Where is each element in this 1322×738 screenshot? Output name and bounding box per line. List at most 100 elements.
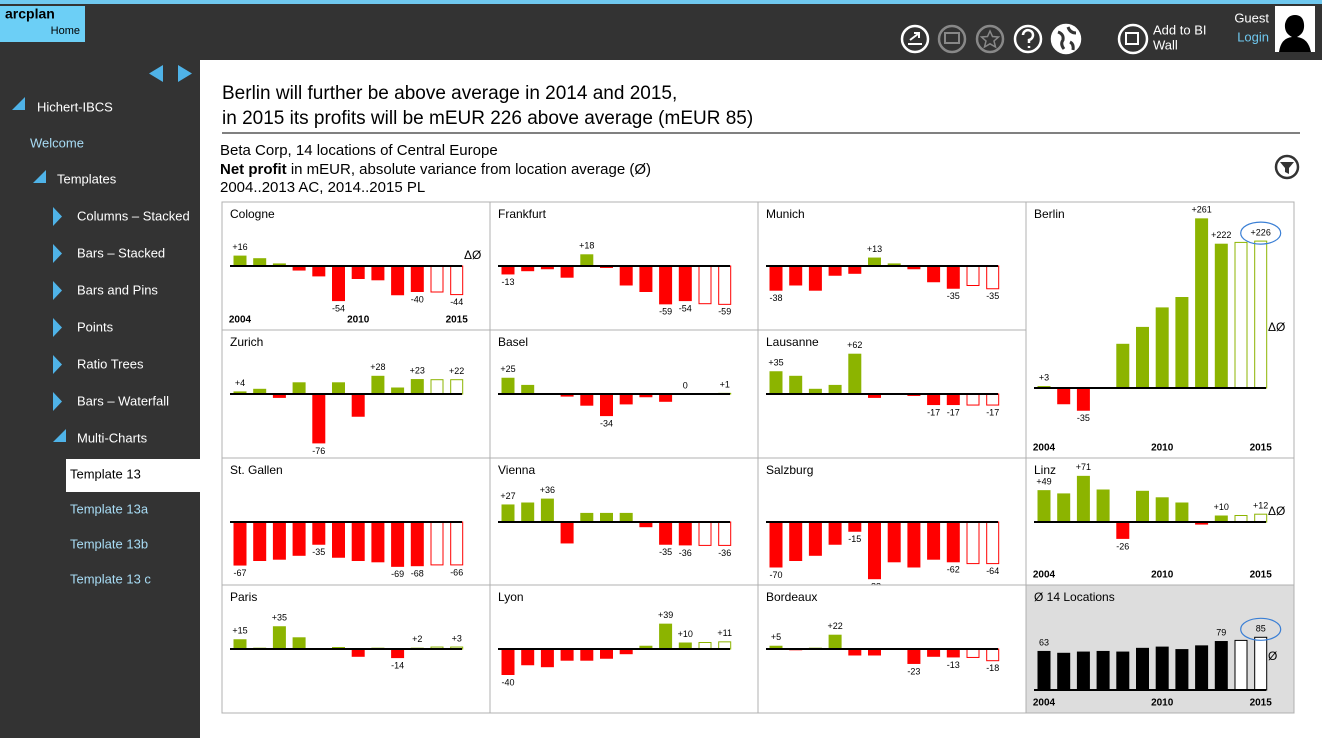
value-label: -62 <box>947 565 960 575</box>
bar <box>351 394 365 417</box>
bar <box>1037 490 1051 522</box>
bar <box>233 639 247 649</box>
nav-item[interactable]: Welcome <box>30 135 84 150</box>
value-label: +22 <box>827 621 842 631</box>
bar <box>1076 388 1090 411</box>
filter-icon[interactable] <box>1274 154 1300 180</box>
bar <box>986 648 1000 662</box>
bar <box>848 522 862 532</box>
nav-item[interactable]: Templates <box>57 171 117 186</box>
bar <box>351 522 365 561</box>
logo-box[interactable] <box>0 6 85 42</box>
value-label: +27 <box>500 491 515 501</box>
tree-toggle[interactable] <box>53 207 62 226</box>
bar <box>927 266 941 283</box>
tree-toggle[interactable] <box>53 392 62 411</box>
highlight <box>1240 221 1282 245</box>
bar <box>253 258 267 266</box>
value-label: -35 <box>1077 413 1090 423</box>
value-label: -59 <box>659 307 672 317</box>
bar <box>332 266 345 302</box>
bar <box>769 266 783 291</box>
expand-arrow[interactable] <box>178 65 192 82</box>
value-label: -54 <box>679 303 692 313</box>
collapse-arrow[interactable] <box>149 65 163 82</box>
nav-item[interactable]: Columns – Stacked <box>77 208 190 223</box>
help-icon[interactable] <box>1013 24 1043 54</box>
bar <box>946 266 960 289</box>
wall-glyph <box>1125 32 1139 45</box>
tree-toggle[interactable] <box>53 318 62 337</box>
value-label: +11 <box>717 628 732 638</box>
bar <box>501 649 515 675</box>
favorite-icon[interactable] <box>975 24 1005 54</box>
x-tick-label: 2004 <box>1033 698 1056 709</box>
tree-toggle[interactable] <box>53 429 66 442</box>
bar <box>312 266 326 277</box>
value-label: +28 <box>370 362 385 372</box>
bar <box>521 649 535 666</box>
value-label: -68 <box>411 569 424 579</box>
wall-icon[interactable] <box>1117 23 1149 55</box>
tree-toggle[interactable] <box>33 170 46 183</box>
measure: Net profit <box>220 161 287 178</box>
bar <box>560 266 574 278</box>
bar <box>927 649 941 657</box>
nav-item[interactable]: Bars – Stacked <box>77 245 165 260</box>
value-label: +226 <box>1251 227 1271 237</box>
login-link[interactable]: Login <box>1237 29 1269 44</box>
bar <box>659 522 673 545</box>
tree-toggle[interactable] <box>53 244 62 263</box>
value-label: +3 <box>1039 372 1049 382</box>
x-tick-label: 2015 <box>1250 698 1273 709</box>
nav-item[interactable]: Bars – Waterfall <box>77 393 169 408</box>
nav-item[interactable]: Multi-Charts <box>77 430 148 445</box>
bar <box>351 649 365 657</box>
bar <box>907 522 921 568</box>
bar <box>966 265 980 286</box>
selected-item[interactable] <box>66 459 200 492</box>
nav-item[interactable]: Points <box>77 319 114 334</box>
nav-item[interactable]: Template 13a <box>70 501 149 516</box>
add-to-wall[interactable]: Add to BI <box>1153 22 1206 37</box>
bar <box>769 645 783 649</box>
chart-title: Bordeaux <box>766 590 817 604</box>
nav-item[interactable]: Ratio Trees <box>77 356 144 371</box>
chart-title: Cologne <box>230 207 275 221</box>
nav-item[interactable]: Hichert-IBCS <box>37 99 113 114</box>
nav-item[interactable]: Template 13 c <box>70 571 151 586</box>
value-label: -59 <box>718 307 731 317</box>
logo[interactable]: arcplan <box>5 6 55 22</box>
share-icon[interactable] <box>900 24 930 54</box>
bar <box>233 391 247 394</box>
home-link[interactable]: Home <box>51 25 80 37</box>
bar <box>1096 489 1110 522</box>
nav-item[interactable]: Template 13b <box>70 536 148 551</box>
bar <box>678 642 692 649</box>
bar <box>828 522 842 545</box>
x-tick-label: 2004 <box>1033 570 1056 581</box>
bar <box>639 522 653 528</box>
add-to-wall[interactable]: Wall <box>1153 37 1178 52</box>
nav-item[interactable]: Bars and Pins <box>77 282 158 297</box>
value-label: -76 <box>312 446 325 456</box>
chart-title: Salzburg <box>766 463 813 477</box>
comment-icon[interactable] <box>937 24 967 54</box>
tree-toggle[interactable] <box>12 97 25 110</box>
value-label: +36 <box>540 485 555 495</box>
value-label: +222 <box>1211 230 1231 240</box>
bar <box>927 522 941 560</box>
tree-toggle[interactable] <box>53 281 62 300</box>
bar <box>619 649 633 655</box>
nav-item-selected[interactable]: Template 13 <box>70 466 141 481</box>
bar <box>272 626 286 649</box>
value-label: -40 <box>411 294 424 304</box>
value-label: +22 <box>449 366 464 376</box>
tree-toggle[interactable] <box>53 355 62 374</box>
bar <box>560 522 574 544</box>
top-accent <box>0 0 1322 4</box>
bar <box>521 384 535 394</box>
globe-icon[interactable] <box>1050 23 1082 55</box>
bar <box>639 394 653 398</box>
